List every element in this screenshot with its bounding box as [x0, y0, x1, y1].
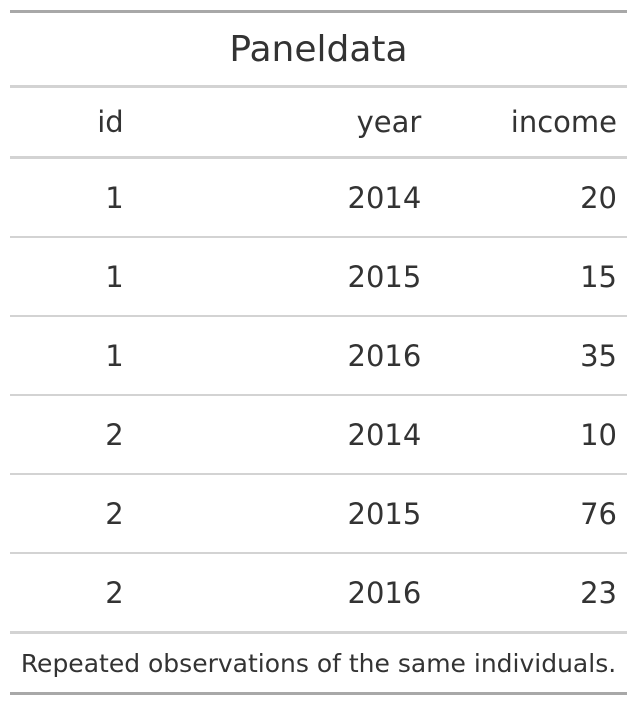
table-row: 2 2014 10 — [10, 394, 627, 474]
cell-income: 23 — [421, 552, 627, 633]
panel-data-table: Paneldata id year income 1 2014 20 1 201… — [10, 10, 627, 695]
data-table-container: Paneldata id year income 1 2014 20 1 201… — [10, 10, 627, 695]
cell-year: 2016 — [215, 315, 422, 395]
cell-year: 2014 — [215, 394, 422, 474]
table-footer-row: Repeated observations of the same indivi… — [10, 631, 627, 695]
cell-income: 20 — [580, 180, 617, 215]
cell-year: 2015 — [215, 236, 422, 316]
cell-id: 2 — [10, 473, 216, 553]
cell-id: 1 — [10, 236, 216, 316]
cell-income: 15 — [421, 236, 627, 316]
column-header-id: id — [10, 86, 216, 159]
table-row: 2 2015 76 — [10, 473, 627, 553]
column-header-income: income — [421, 86, 627, 159]
table-row: 1 2015 15 — [10, 236, 627, 316]
cell-id: 1 — [10, 315, 216, 395]
cell-year: 2014 — [347, 180, 422, 215]
table-header-row: id year income — [10, 86, 627, 159]
cell-id: 2 — [10, 552, 216, 633]
table-title: Paneldata — [10, 10, 627, 88]
cell-id: 1 — [105, 180, 124, 215]
cell-year: 2016 — [215, 552, 422, 633]
cell-income: 76 — [421, 473, 627, 553]
table-footnote: Repeated observations of the same indivi… — [10, 631, 627, 695]
cell-year: 2015 — [215, 473, 422, 553]
table-row: 2 2016 23 — [10, 552, 627, 633]
cell-income: 35 — [421, 315, 627, 395]
table-title-row: Paneldata — [10, 10, 627, 88]
column-header-year: year — [215, 86, 422, 159]
cell-income: 10 — [421, 394, 627, 474]
table-row: 1 2014 20 — [10, 158, 627, 238]
table-row: 1 2016 35 — [10, 315, 627, 395]
cell-id: 2 — [10, 394, 216, 474]
